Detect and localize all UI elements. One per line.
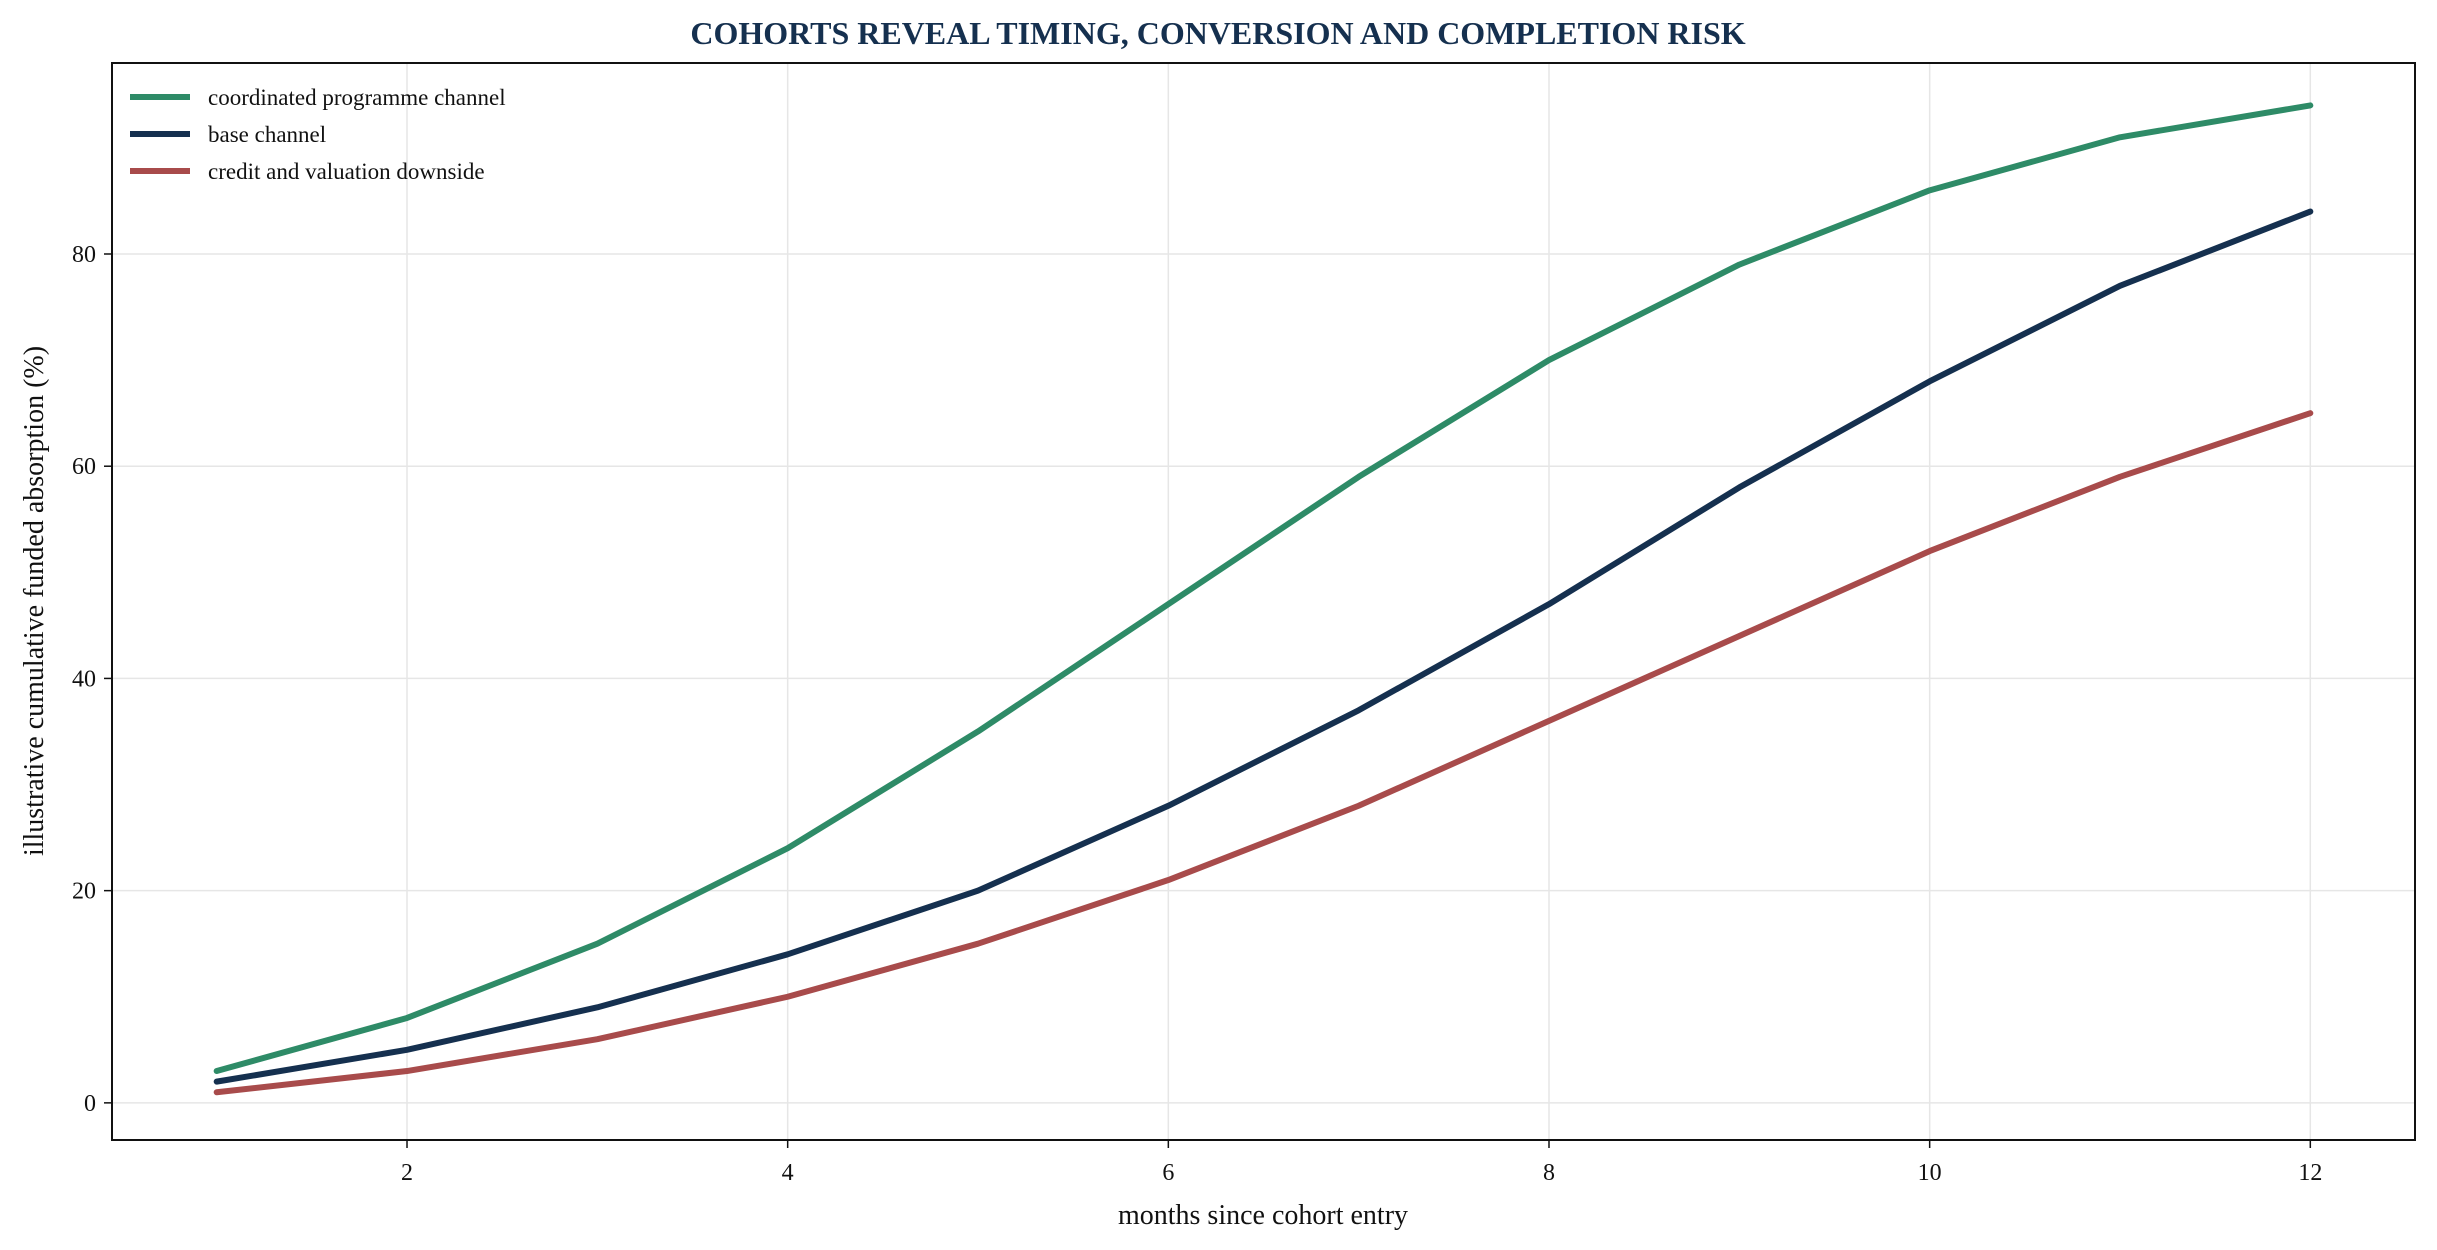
y-axis-label: illustrative cumulative funded absorptio… [19, 346, 50, 856]
axis-ticks: 2 4 6 8 10 12 0 20 40 60 80 [72, 242, 2322, 1186]
plot-frame [111, 62, 2416, 1141]
x-tick-label: 6 [1162, 1160, 1174, 1186]
x-tick-label: 2 [401, 1160, 413, 1186]
grid [112, 63, 2415, 1140]
y-tick-label: 40 [72, 666, 96, 692]
x-tick-label: 12 [2298, 1160, 2322, 1186]
chart-title: COHORTS REVEAL TIMING, CONVERSION AND CO… [690, 15, 1745, 51]
series-lines [213, 102, 2314, 1096]
x-axis-label: months since cohort entry [1118, 1200, 1408, 1231]
series-line-2 [213, 208, 2314, 1085]
series-line-3 [213, 410, 2314, 1096]
y-tick-label: 80 [72, 242, 96, 268]
legend-label-2: base channel [208, 122, 326, 147]
x-tick-label: 4 [782, 1160, 794, 1186]
legend-label-1: coordinated programme channel [208, 85, 506, 110]
series-line-1 [213, 102, 2314, 1075]
y-tick-label: 60 [72, 454, 96, 480]
legend: coordinated programme channel base channe… [130, 85, 506, 184]
legend-label-3: credit and valuation downside [208, 159, 485, 184]
x-tick-label: 8 [1543, 1160, 1555, 1186]
x-tick-label: 10 [1918, 1160, 1942, 1186]
y-tick-label: 0 [84, 1091, 96, 1117]
y-tick-label: 20 [72, 879, 96, 905]
